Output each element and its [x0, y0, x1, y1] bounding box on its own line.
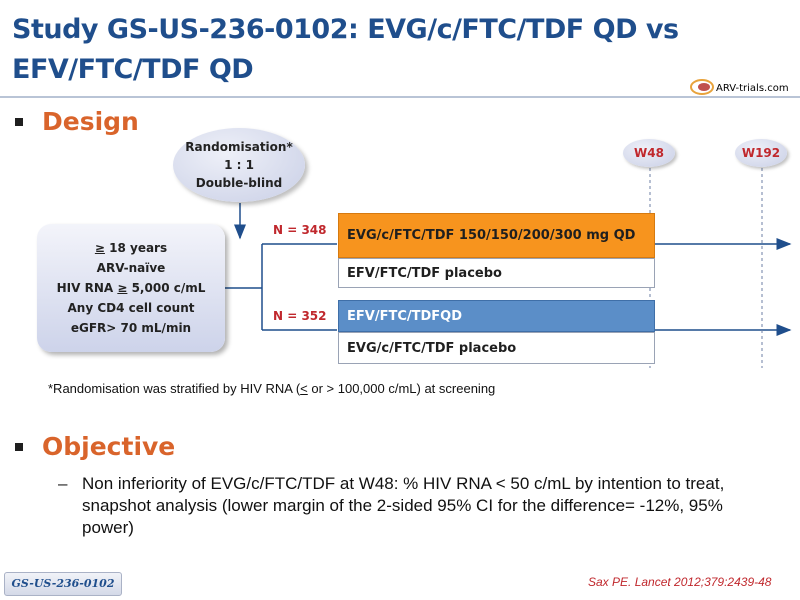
arm2-active-label: EFV/FTC/TDFQD	[347, 308, 462, 324]
arm2-placebo-box: EVG/c/FTC/TDF placebo	[338, 332, 655, 364]
objective-text: Non inferiority of EVG/c/FTC/TDF at W48:…	[82, 474, 725, 537]
study-id-tag: GS-US-236-0102	[4, 572, 122, 596]
bullet-icon	[15, 118, 23, 126]
arm1-placebo-box: EFV/FTC/TDF placebo	[338, 258, 655, 288]
randomisation-blinding: Double-blind	[195, 176, 283, 190]
objective-dash: –	[58, 474, 68, 493]
criteria-egfr: eGFR> 70 mL/min	[70, 321, 192, 335]
arm2-active-box: EFV/FTC/TDFQD	[338, 300, 655, 332]
arm1-active-label: EVG/c/FTC/TDF 150/150/200/300 mg QD	[347, 227, 636, 243]
title-divider	[0, 96, 800, 98]
arm2-n-label: N = 352	[273, 309, 327, 323]
arm1-placebo-label: EFV/FTC/TDF placebo	[347, 265, 502, 281]
arv-trials-logo: ARV-trials.com	[688, 76, 798, 98]
page-title: Study GS-US-236-0102: EVG/c/FTC/TDF QD v…	[12, 10, 712, 90]
randomisation-ratio: 1 : 1	[224, 158, 254, 172]
objective-heading: Objective	[42, 432, 176, 461]
title-line-2: EFV/FTC/TDF QD	[12, 54, 254, 85]
criteria-cd4: Any CD4 cell count	[67, 301, 195, 315]
design-heading: Design	[42, 107, 139, 136]
logo-swirl-icon: ARV-trials.com	[690, 79, 789, 95]
arm1-active-box: EVG/c/FTC/TDF 150/150/200/300 mg QD	[338, 213, 655, 258]
citation: Sax PE. Lancet 2012;379:2439-48	[588, 575, 772, 589]
title-line-1: Study GS-US-236-0102: EVG/c/FTC/TDF QD v…	[12, 14, 679, 45]
criteria-hiv-rna: HIV RNA ≥ 5,000 c/mL	[56, 281, 206, 295]
w48-marker: W48	[623, 139, 675, 167]
stratification-footnote: *Randomisation was stratified by HIV RNA…	[48, 381, 496, 396]
logo-text: ARV-trials.com	[716, 83, 789, 94]
randomisation-ellipse: Randomisation* 1 : 1 Double-blind	[173, 128, 305, 202]
bullet-icon	[15, 443, 23, 451]
randomisation-label: Randomisation*	[185, 140, 293, 154]
criteria-age: ≥ 18 years	[94, 241, 168, 255]
arm2-placebo-label: EVG/c/FTC/TDF placebo	[347, 340, 517, 356]
w192-marker: W192	[735, 139, 787, 167]
arm1-n-label: N = 348	[273, 223, 327, 237]
inclusion-criteria-box: ≥ 18 years ARV-naïve HIV RNA ≥ 5,000 c/m…	[37, 224, 225, 352]
criteria-arv-naive: ARV-naïve	[96, 261, 166, 275]
